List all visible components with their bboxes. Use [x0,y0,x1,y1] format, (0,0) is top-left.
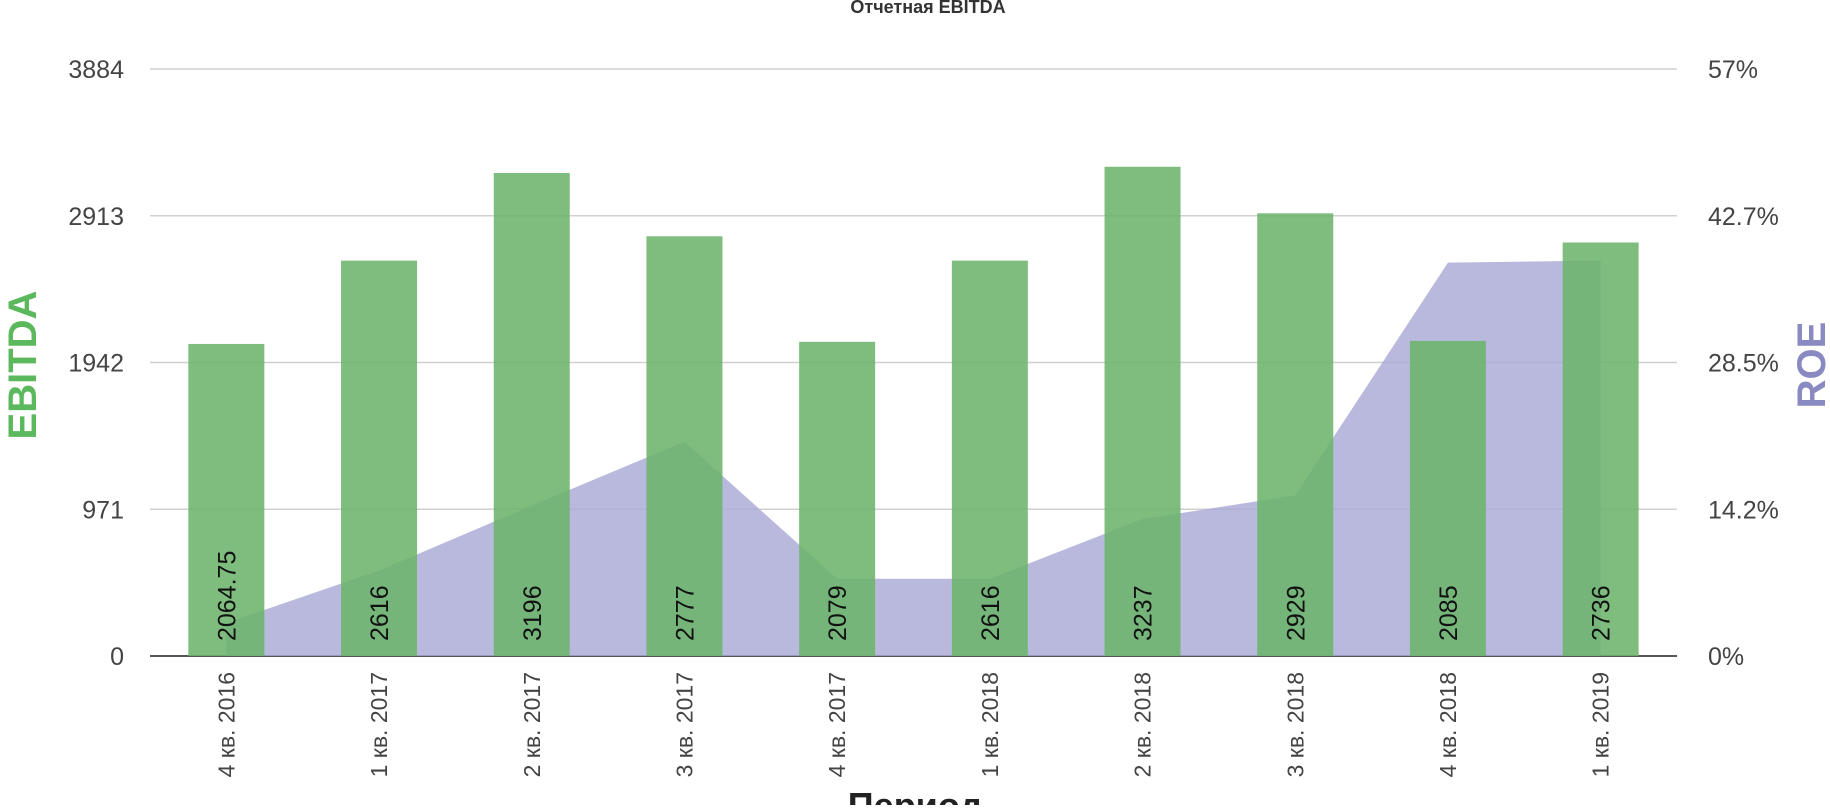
x-axis-title: Период [848,785,983,805]
y-left-tick-label: 0 [110,643,124,671]
x-tick-label: 1 кв. 2017 [366,672,392,777]
ebitda-bar[interactable] [188,343,265,656]
y-right-tick-label: 0% [1708,643,1744,671]
y-right-tick-label: 14.2% [1708,496,1779,524]
y-left-tick-label: 3884 [68,56,124,84]
ebitda-bar[interactable] [1104,166,1181,656]
data-labels: 2064.75 2616 3196 2777 2079 2616 3237 2929 2085 2… [213,551,1615,641]
y-left-tick-label: 2913 [68,203,124,231]
data-label: 3196 [519,585,547,641]
ebitda-bar[interactable] [951,260,1028,656]
data-label: 2079 [824,585,852,641]
x-tick-label: 4 кв. 2017 [824,672,850,777]
y-right-tick-label: 57% [1708,56,1758,84]
y-axis-left-ticks: 0 971 1942 2913 3884 [68,56,124,671]
x-tick-label: 4 кв. 2018 [1435,672,1461,777]
data-label: 2616 [977,585,1005,641]
y-axis-right-ticks: 0% 14.2% 28.5% 42.7% 57% [1708,56,1779,671]
x-tick-label: 2 кв. 2017 [519,672,545,777]
data-label: 2064.75 [213,551,241,641]
y-left-tick-label: 1942 [68,350,124,378]
ebitda-bar-series [188,166,1639,656]
y-axis-right-title: ROE [1790,322,1830,409]
x-tick-label: 1 кв. 2019 [1588,672,1614,777]
y-axis-left-title: EBITDA [1,291,45,440]
ebitda-bar[interactable] [799,341,876,656]
ebitda-bar[interactable] [1257,213,1334,656]
ebitda-bar[interactable] [341,260,418,656]
roe-area-series [226,260,1601,656]
roe-area [226,260,1601,656]
x-tick-label: 4 кв. 2016 [213,672,239,777]
ebitda-bar[interactable] [646,236,723,656]
data-label: 2736 [1588,585,1616,641]
y-left-tick-label: 971 [82,496,124,524]
x-tick-label: 1 кв. 2018 [977,672,1003,777]
x-tick-label: 3 кв. 2018 [1282,672,1308,777]
ebitda-bar[interactable] [1409,340,1486,656]
data-label: 3237 [1130,585,1158,641]
data-label: 2616 [366,585,394,641]
x-tick-label: 3 кв. 2017 [671,672,697,777]
x-tick-label: 2 кв. 2018 [1130,672,1156,777]
chart-title: Отчетная EBITDA [850,0,1005,17]
ebitda-bar[interactable] [1562,242,1639,656]
x-axis-ticks: 4 кв. 2016 1 кв. 2017 2 кв. 2017 3 кв. 2017… [213,672,1613,777]
data-label: 2085 [1435,585,1463,641]
data-label: 2777 [671,585,699,641]
y-right-tick-label: 28.5% [1708,350,1779,378]
ebitda-bar[interactable] [493,172,570,656]
data-label: 2929 [1282,585,1310,641]
y-right-tick-label: 42.7% [1708,203,1779,231]
